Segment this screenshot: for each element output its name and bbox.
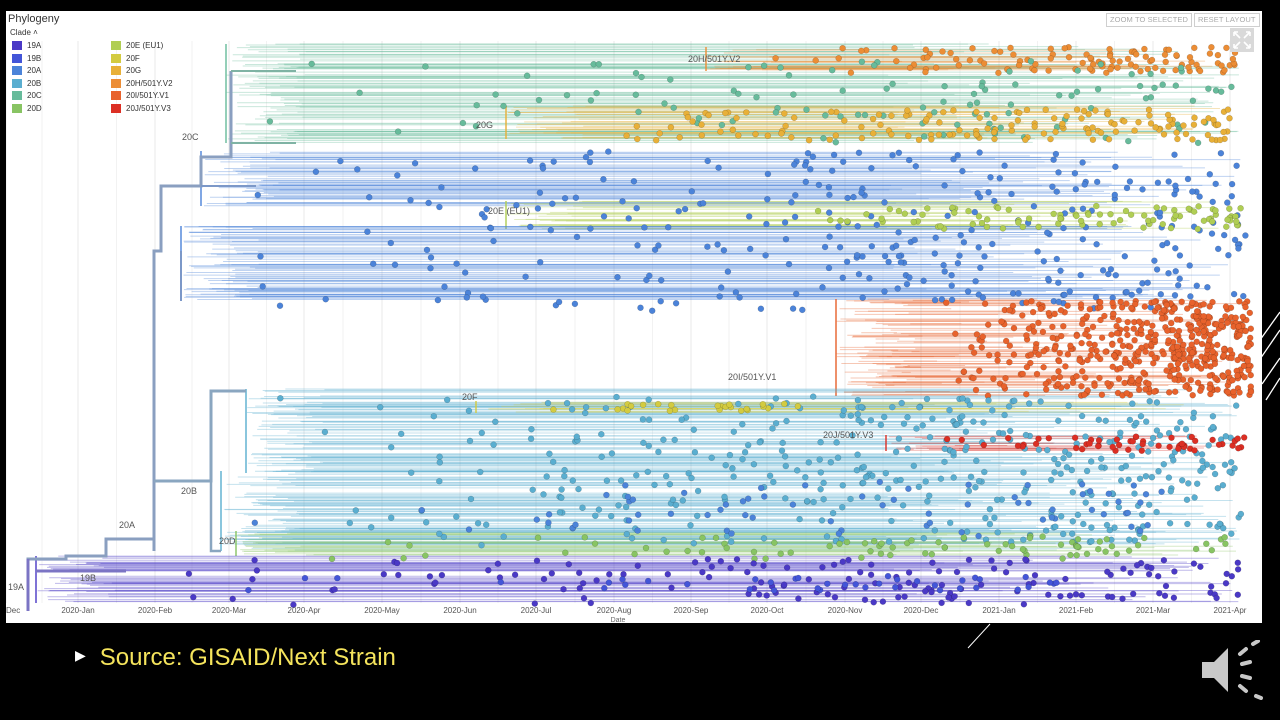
speaker-icon[interactable] [1198,639,1264,700]
legend-item-20i-501y-v1[interactable]: 20I/501Y.V1 [111,91,170,101]
clade-header-label: Clade [10,28,31,37]
legend-swatch [12,53,22,63]
legend-item-20g[interactable]: 20G [111,66,142,76]
legend-swatch [111,41,121,51]
axis-tick-label: 2020-Sep [674,606,709,615]
legend-item-20e-eu1-[interactable]: 20E (EU1) [111,41,164,51]
legend-label: 20J/501Y.V3 [126,103,171,113]
tip-points[interactable] [185,43,1255,608]
legend-swatch [111,66,121,76]
legend-label: 20I/501Y.V1 [126,91,170,100]
clade-labels: 19A 19B 20A 20B 20C 20D 20E (EU1) 20F 20G 20H/501… [8,54,873,592]
clade-legend-toggle[interactable]: Clade ˄ [10,28,38,37]
legend-item-20c[interactable]: 20C [12,91,42,101]
legend-label: 20F [126,53,140,63]
axis-tick-label: 2020-Apr [288,606,321,615]
legend-item-20d[interactable]: 20D [12,104,42,113]
legend-swatch [111,78,121,88]
clade-label-20b: 20B [181,486,197,496]
legend-item-20h-501y-v2[interactable]: 20H/501Y.V2 [111,79,173,88]
legend-swatch [12,103,22,113]
clade-label-20i-501y-v1: 20I/501Y.V1 [728,372,776,382]
legend-item-20j-501y-v3[interactable]: 20J/501Y.V3 [111,104,171,113]
clade-label-20c: 20C [182,132,199,142]
legend-label: 20A [27,66,42,75]
panel-title: Phylogeny [8,13,60,25]
clade-label-20j-501y-v3: 20J/501Y.V3 [823,430,873,440]
clade-label-20g: 20G [476,120,493,130]
legend-item-20a[interactable]: 20A [12,66,42,76]
axis-tick-label: 2020-Aug [597,606,632,615]
zoom-to-selected-button[interactable]: ZOOM TO SELECTED [1106,13,1193,27]
legend-item-19b[interactable]: 19B [12,54,41,63]
clade-label-20e-eu1-: 20E (EU1) [488,206,530,216]
expand-panel-button[interactable] [1230,28,1254,52]
axis-tick-label: 2020-Jan [61,606,94,615]
axis-tick-label: 2020-Nov [828,606,863,615]
decorative-line [967,623,991,649]
triangle-bullet-icon: ▶ [75,647,86,664]
clade-label-20f: 20F [462,392,478,402]
legend-swatch [12,66,22,76]
legend-swatch [111,53,121,63]
legend-label: 20H/501Y.V2 [126,78,173,88]
axis-tick-label: 2020-May [364,606,400,615]
legend-swatch [12,41,22,51]
legend-swatch [111,91,121,101]
legend-label: 20E (EU1) [126,41,164,50]
axis-tick-label: 2020-Feb [138,606,173,615]
clade-label-20a: 20A [119,520,135,530]
axis-tick-label: 2020-Jun [443,606,476,615]
axis-tick-label: 2020-Dec [904,606,939,615]
legend-label: 20B [27,78,42,88]
axis-tick-label: 2020-Mar [212,606,247,615]
expand-arrows-icon [1233,31,1251,49]
legend-label: 19B [27,53,42,63]
axis-tick-label: 2020-Oct [751,606,785,615]
legend-label: 20G [126,66,142,75]
legend-item-19a[interactable]: 19A [12,41,42,51]
clade-label-19a: 19A [8,582,24,592]
legend-label: 20D [27,103,42,113]
decorative-lines [1258,311,1280,401]
chevron-up-icon: ˄ [33,28,38,37]
axis-tick-label: 2020-Jul [521,606,552,615]
axis-tick-label: 2021-Jan [982,606,1015,615]
clade-label-20h-501y-v2: 20H/501Y.V2 [688,54,740,64]
date-axis: Dec 2020-Jan 2020-Feb 2020-Mar 2020-Apr 2020-… [6,606,1247,623]
phylogeny-panel: 19A 19B 20A 20B 20C 20D 20E (EU1) 20F 20G 20H/501… [6,11,1262,623]
legend-label: 19A [27,41,42,50]
date-gridlines [6,41,1231,603]
source-caption: ▶ Source: GISAID/Next Strain [75,644,396,672]
legend-item-20f[interactable]: 20F [111,54,140,63]
axis-tick-label: 2021-Feb [1059,606,1094,615]
clade-label-19b: 19B [80,573,96,583]
axis-tick-label: Dec [6,606,20,615]
source-text: Source: GISAID/Next Strain [99,644,396,671]
legend-swatch [111,103,121,113]
x-axis-title: Date [611,617,626,623]
legend-swatch [12,78,22,88]
axis-tick-label: 2021-Apr [1214,606,1247,615]
axis-tick-label: 2021-Mar [1136,606,1171,615]
tree-backbone [26,70,296,611]
reset-layout-button[interactable]: RESET LAYOUT [1194,13,1260,27]
legend-swatch [12,91,22,101]
phylogeny-tree[interactable]: 19A 19B 20A 20B 20C 20D 20E (EU1) 20F 20G 20H/501… [6,11,1262,623]
clade-label-20d: 20D [219,536,236,546]
legend-label: 20C [27,91,42,100]
legend-item-20b[interactable]: 20B [12,79,41,88]
